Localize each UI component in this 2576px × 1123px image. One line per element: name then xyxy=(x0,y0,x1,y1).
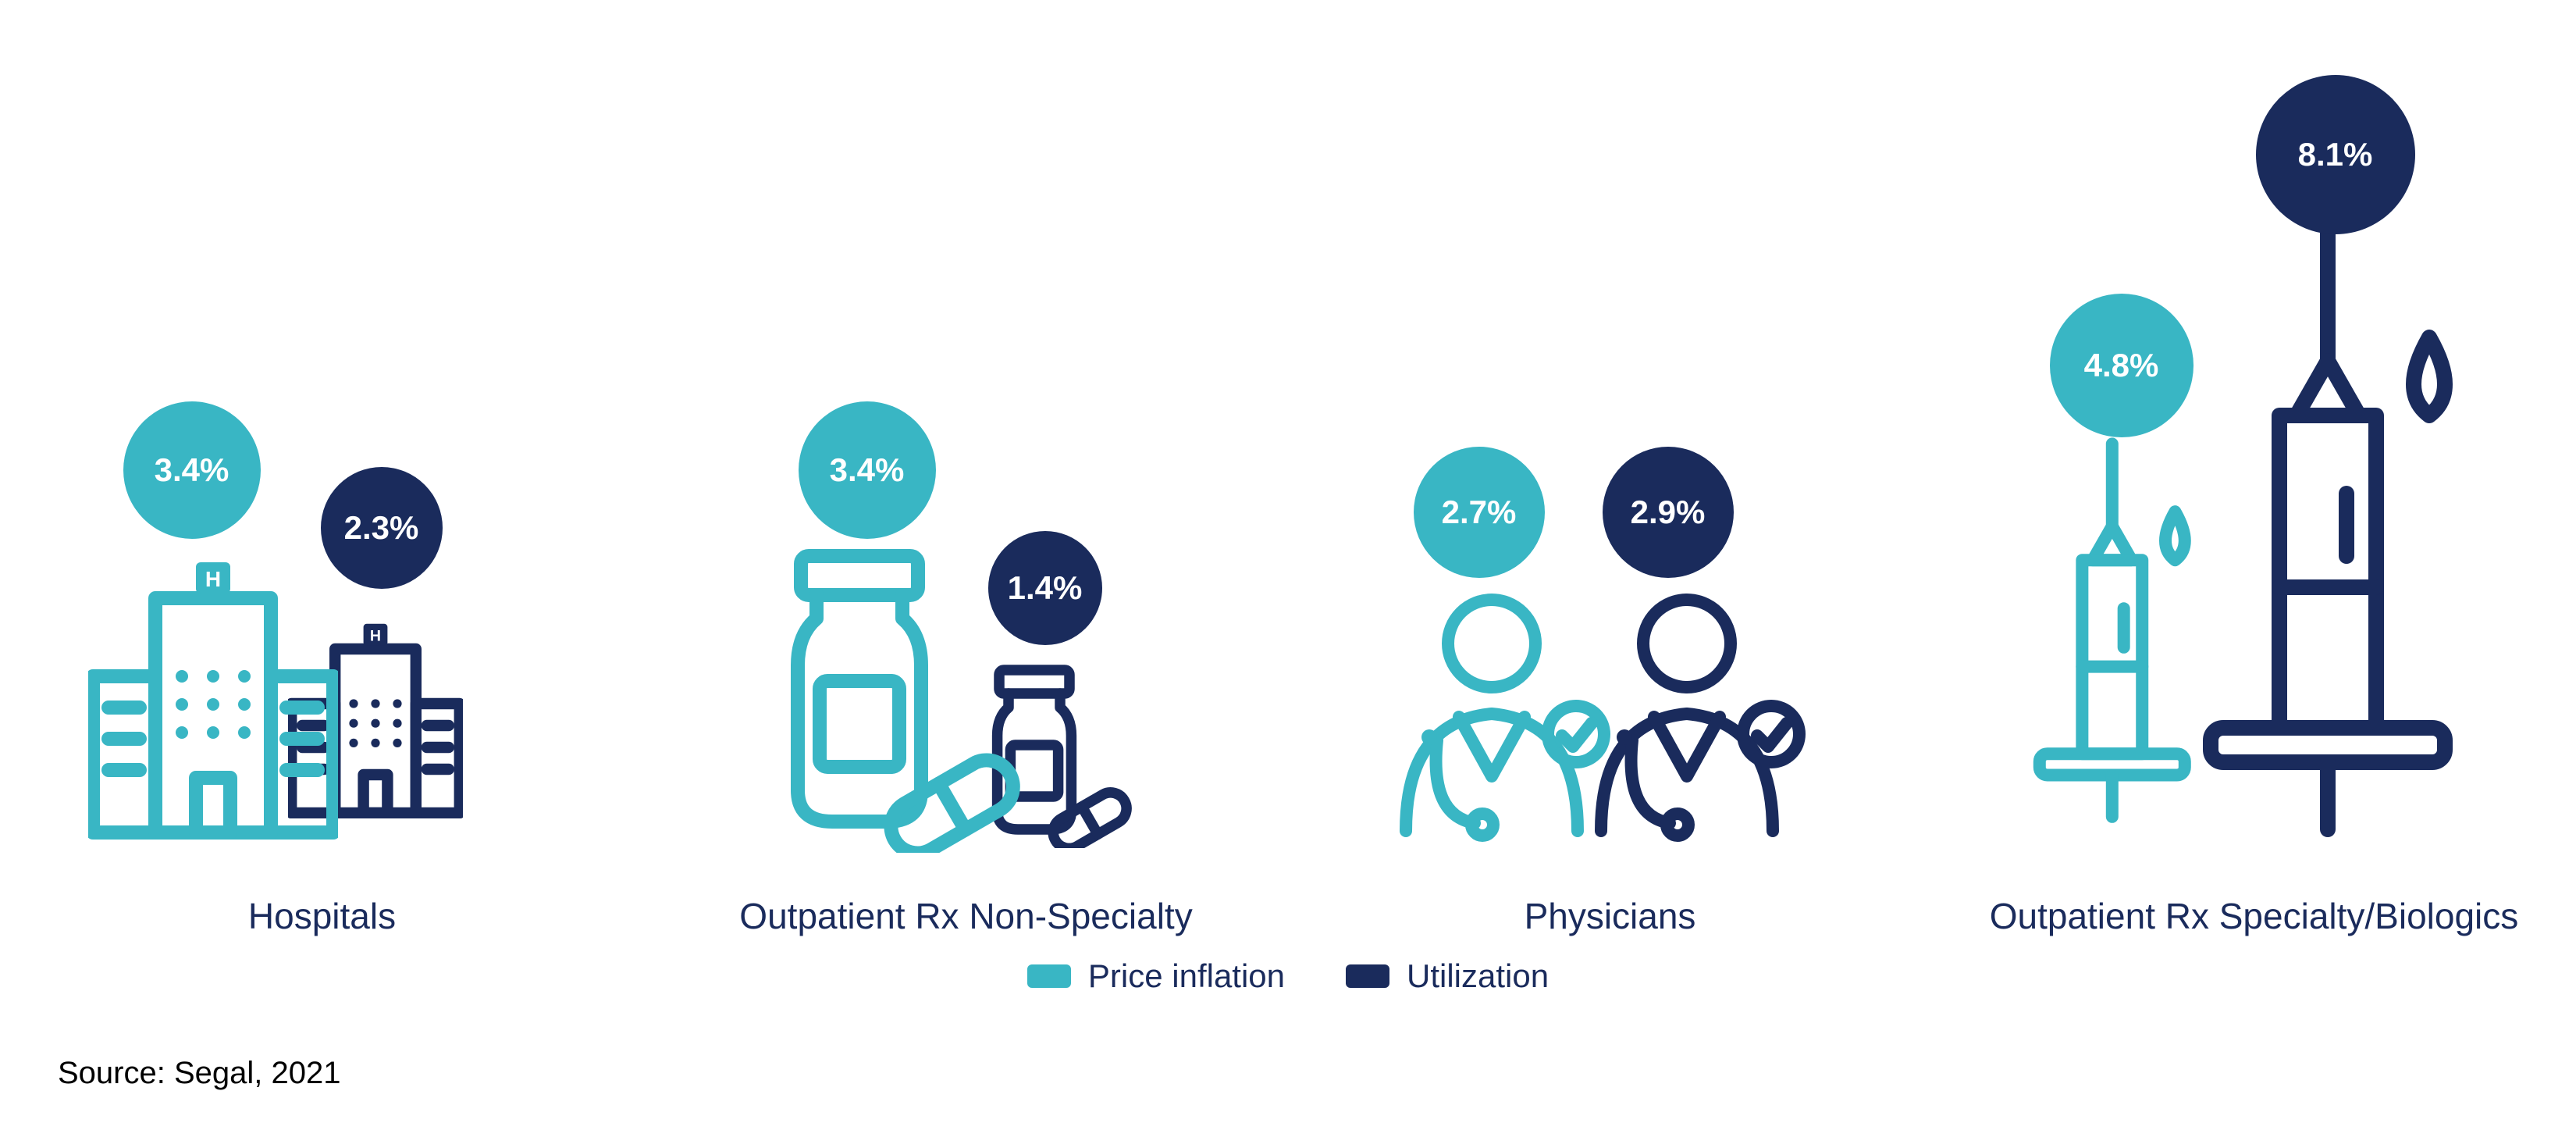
bubble-value: 3.4% xyxy=(830,451,905,489)
bubble-value: 3.4% xyxy=(155,451,229,489)
category-label: Hospitals xyxy=(248,895,396,937)
bubble-value: 8.1% xyxy=(2298,136,2373,173)
category-label: Outpatient Rx Specialty/Biologics xyxy=(1990,895,2519,937)
price-inflation-bubble: 4.8% xyxy=(2050,294,2194,437)
utilization-bubble: 8.1% xyxy=(2256,75,2415,234)
legend-swatch xyxy=(1346,964,1389,988)
legend-label: Utilization xyxy=(1407,957,1549,995)
utilization-bubble: 2.9% xyxy=(1603,447,1734,578)
price-inflation-bubble: 3.4% xyxy=(799,401,936,539)
hospital-icon: H xyxy=(88,544,338,844)
price-inflation-bubble: 3.4% xyxy=(123,401,261,539)
category: 4.8% 8.1% Outpatient Rx Specialty/Biologic… xyxy=(1958,67,2551,937)
legend-swatch xyxy=(1027,964,1071,988)
bubble-value: 2.7% xyxy=(1442,494,1517,531)
bubble-value: 1.4% xyxy=(1008,569,1083,607)
categories-row: H H 3.4% 2.3% Hospitals xyxy=(0,31,2576,937)
category-label: Physicians xyxy=(1525,895,1696,937)
bubble-value: 4.8% xyxy=(2084,347,2159,384)
bubble-value: 2.9% xyxy=(1631,494,1706,531)
utilization-bubble: 2.3% xyxy=(321,467,443,589)
category: 3.4% 1.4% Outpatient Rx Non-Specialty xyxy=(670,67,1263,937)
category: H H 3.4% 2.3% Hospitals xyxy=(26,67,619,937)
svg-text:H: H xyxy=(369,628,380,645)
category-visual: 2.7% 2.9% xyxy=(1314,67,1907,848)
syringe-icon xyxy=(2020,434,2223,835)
category: 2.7% 2.9% Physicians xyxy=(1314,67,1907,937)
category-visual: 4.8% 8.1% xyxy=(1958,67,2551,848)
healthcare-inflation-infographic: H H 3.4% 2.3% Hospitals xyxy=(0,0,2576,1123)
syringe-icon xyxy=(2179,212,2507,857)
category-visual: H H 3.4% 2.3% xyxy=(26,67,619,848)
bubble-value: 2.3% xyxy=(344,509,419,547)
category-visual: 3.4% 1.4% xyxy=(670,67,1263,848)
legend: Price inflation Utilization xyxy=(0,957,2576,995)
doctor-icon xyxy=(1382,581,1617,850)
legend-item-price-inflation: Price inflation xyxy=(1027,957,1285,995)
utilization-bubble: 1.4% xyxy=(988,531,1102,645)
svg-text:H: H xyxy=(205,567,220,591)
price-inflation-bubble: 2.7% xyxy=(1414,447,1545,578)
legend-item-utilization: Utilization xyxy=(1346,957,1549,995)
source-text: Source: Segal, 2021 xyxy=(58,1056,340,1091)
legend-label: Price inflation xyxy=(1088,957,1285,995)
category-label: Outpatient Rx Non-Specialty xyxy=(739,895,1192,937)
